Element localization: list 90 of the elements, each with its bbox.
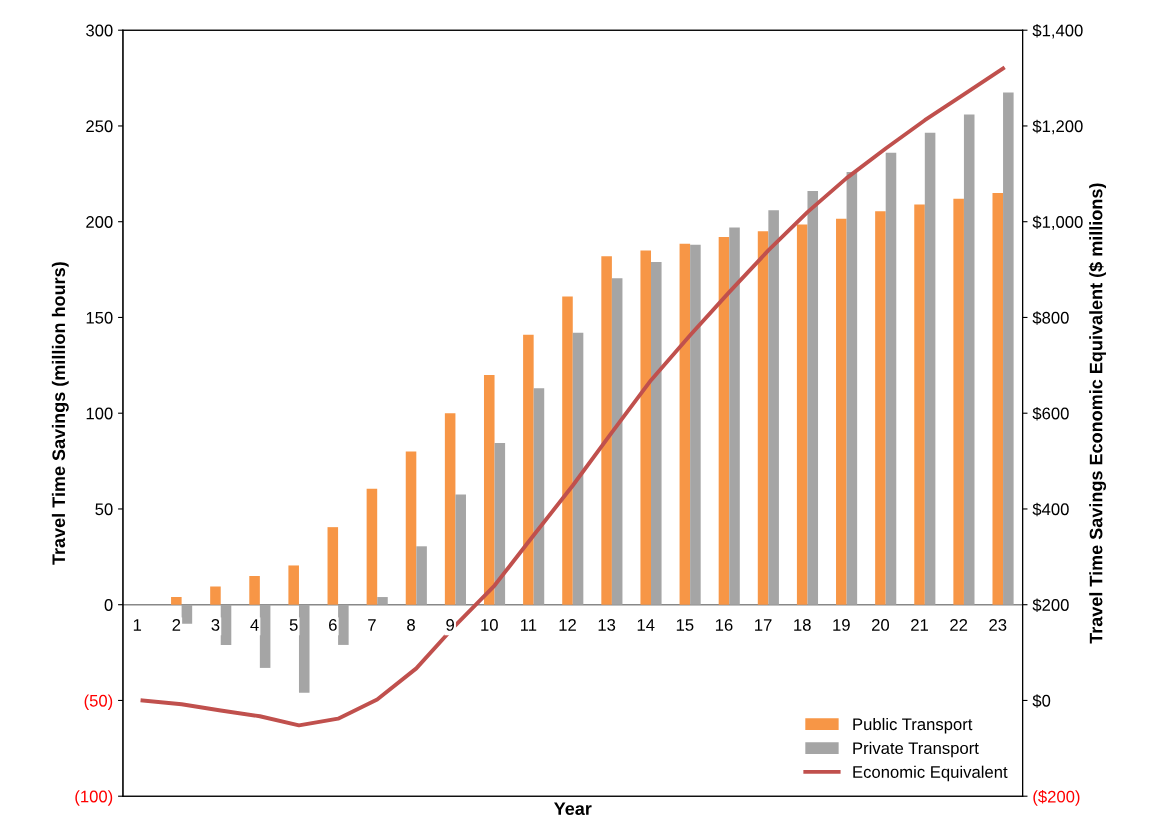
y2-tick-label: $1,400	[1032, 23, 1083, 39]
y-tick-label: 300	[86, 24, 113, 37]
bar	[836, 218, 847, 605]
y2-tick-label: $400	[1032, 502, 1069, 517]
x-tick-label: 21	[911, 619, 928, 631]
y2-tick-label: $600	[1032, 406, 1069, 421]
x-tick-label: 16	[715, 619, 733, 631]
y2-tick-label: $1,000	[1032, 215, 1083, 230]
bar	[846, 171, 858, 605]
bar	[288, 565, 299, 605]
x-tick-label: 10	[481, 619, 498, 631]
bar	[601, 256, 612, 605]
bar	[690, 244, 701, 605]
x-tick-label: 1	[133, 619, 142, 631]
y2-tick-label: $200	[1032, 598, 1069, 612]
x-tick-label: 22	[950, 619, 968, 631]
bar	[377, 597, 388, 605]
bar	[914, 204, 925, 605]
bar	[405, 451, 417, 605]
bar	[718, 237, 730, 605]
y-tick-label: 50	[95, 503, 113, 516]
bar	[494, 442, 506, 605]
x-tick-label: 17	[755, 619, 772, 631]
bar	[679, 243, 691, 605]
x-tick-label: 5	[289, 619, 298, 631]
bar	[640, 250, 652, 605]
y2-tick-label: $0	[1032, 694, 1051, 708]
bar	[444, 413, 456, 605]
x-tick-label: 20	[871, 619, 890, 631]
x-tick-label: 11	[521, 619, 537, 631]
bar	[523, 334, 534, 605]
bar	[963, 114, 975, 605]
bar	[611, 278, 623, 605]
bar	[483, 374, 495, 605]
y2-tick-label: $1,200	[1032, 119, 1083, 135]
bar	[992, 192, 1004, 605]
x-tick-label: 12	[559, 619, 576, 631]
bar	[210, 586, 221, 605]
bar	[757, 231, 769, 605]
y-tick-label: 250	[86, 120, 113, 133]
x-axis-title: Year	[554, 802, 592, 816]
bar	[298, 604, 310, 693]
bar	[768, 210, 779, 605]
bar	[338, 604, 349, 645]
y2-tick-label: $800	[1032, 311, 1069, 325]
bar	[807, 191, 819, 605]
bar	[924, 132, 936, 605]
y-tick-label: (50)	[84, 694, 113, 710]
y-tick-label: 100	[86, 407, 113, 420]
x-tick-label: 2	[172, 619, 181, 631]
bar	[249, 575, 260, 605]
bar	[455, 494, 466, 605]
x-tick-label: 13	[598, 619, 616, 631]
x-tick-label: 18	[794, 619, 811, 631]
x-tick-label: 8	[407, 619, 415, 631]
bar	[220, 604, 232, 645]
x-tick-label: 6	[329, 619, 337, 631]
bar	[181, 604, 193, 624]
bar	[953, 198, 964, 605]
bar	[729, 227, 740, 605]
x-tick-label: 7	[368, 619, 376, 631]
legend-label: Private Transport	[853, 741, 979, 758]
bar	[171, 597, 182, 605]
bar	[651, 261, 662, 605]
bar	[327, 527, 339, 605]
x-tick-label: 3	[211, 619, 220, 631]
legend-label: Public Transport	[853, 717, 973, 734]
x-tick-label: 15	[676, 619, 694, 631]
x-tick-label: 4	[250, 619, 259, 631]
y2-tick-label: ($200)	[1033, 790, 1080, 806]
bar	[366, 488, 378, 605]
bar	[533, 388, 545, 605]
bar	[259, 604, 271, 668]
y-tick-label: 200	[86, 216, 113, 228]
y-axis-title: Travel Time Savings (million hours)	[51, 262, 69, 565]
bar	[562, 296, 573, 605]
bar	[1003, 92, 1014, 605]
x-tick-label: 19	[833, 619, 850, 631]
y2-axis-title: Travel Time Savings Economic Equivalent ($ millions)	[1088, 183, 1107, 644]
y-tick-label: (100)	[75, 790, 113, 806]
y-tick-label: 150	[86, 311, 113, 324]
y-tick-label: 0	[104, 599, 113, 611]
bar	[572, 332, 584, 605]
bar	[875, 211, 886, 605]
legend-label: Economic Equivalent	[853, 765, 1008, 782]
bar	[885, 152, 897, 605]
bar	[796, 224, 808, 605]
bar	[416, 546, 427, 605]
x-tick-label: 23	[989, 619, 1007, 631]
x-tick-label: 14	[637, 619, 655, 631]
